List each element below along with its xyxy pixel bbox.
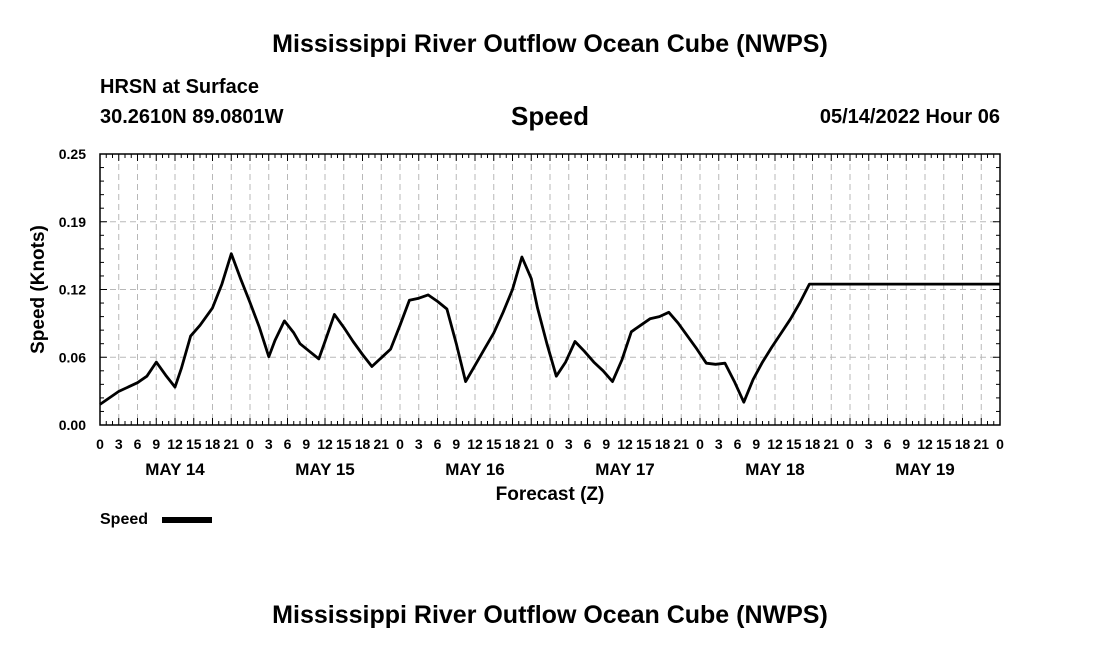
x-tick-label: 6 [884,436,892,452]
forecast-datetime: 05/14/2022 Hour 06 [819,106,1000,128]
y-tick-label: 0.06 [59,349,86,365]
day-label: MAY 14 [145,460,205,479]
y-tick-label: 0.00 [59,417,86,433]
x-tick-label: 9 [452,436,460,452]
x-tick-label: 18 [355,436,371,452]
legend-label: Speed [100,511,148,528]
x-tick-label: 9 [602,436,610,452]
x-tick-label: 15 [786,436,802,452]
y-tick-label: 0.25 [59,146,86,162]
x-tick-label: 6 [284,436,292,452]
day-label: MAY 18 [745,460,805,479]
x-tick-label: 18 [955,436,971,452]
x-tick-label: 15 [486,436,502,452]
x-tick-label: 21 [223,436,239,452]
y-tick-label: 0.12 [59,282,86,298]
x-tick-label: 18 [205,436,221,452]
x-tick-label: 3 [565,436,573,452]
x-tick-label: 0 [846,436,854,452]
x-tick-label: 12 [767,436,783,452]
x-tick-label: 9 [302,436,310,452]
x-tick-label: 21 [823,436,839,452]
chart-title: Mississippi River Outflow Ocean Cube (NW… [272,30,828,58]
x-tick-label: 9 [152,436,160,452]
station-coordinates: 30.2610N 89.0801W [100,106,284,128]
x-tick-label: 0 [996,436,1004,452]
x-tick-label: 15 [936,436,952,452]
station-label: HRSN at Surface [100,76,259,98]
x-tick-label: 18 [505,436,521,452]
x-tick-label: 12 [317,436,333,452]
x-tick-label: 6 [584,436,592,452]
x-tick-label: 21 [373,436,389,452]
x-tick-label: 3 [865,436,873,452]
x-tick-label: 6 [734,436,742,452]
x-tick-label: 18 [805,436,821,452]
x-tick-label: 3 [715,436,723,452]
x-tick-label: 12 [917,436,933,452]
x-tick-label: 0 [546,436,554,452]
x-tick-label: 9 [902,436,910,452]
x-tick-label: 0 [246,436,254,452]
day-label: MAY 19 [895,460,955,479]
x-tick-label: 12 [617,436,633,452]
day-label: MAY 16 [445,460,505,479]
footer-title: Mississippi River Outflow Ocean Cube (NW… [272,601,828,629]
day-label: MAY 15 [295,460,355,479]
x-tick-label: 3 [265,436,273,452]
y-tick-label: 0.19 [59,214,86,230]
x-tick-label: 6 [134,436,142,452]
x-tick-label: 12 [467,436,483,452]
x-tick-label: 21 [523,436,539,452]
day-label: MAY 17 [595,460,655,479]
x-tick-label: 18 [655,436,671,452]
x-tick-label: 15 [336,436,352,452]
x-tick-label: 0 [396,436,404,452]
y-axis-label: Speed (Knots) [28,225,49,354]
x-tick-label: 15 [636,436,652,452]
x-tick-label: 0 [696,436,704,452]
x-tick-label: 12 [167,436,183,452]
x-tick-label: 9 [752,436,760,452]
x-tick-label: 3 [415,436,423,452]
x-tick-label: 21 [673,436,689,452]
x-tick-label: 6 [434,436,442,452]
x-tick-label: 15 [186,436,202,452]
x-axis-label: Forecast (Z) [496,484,605,505]
x-tick-label: 3 [115,436,123,452]
x-tick-label: 21 [973,436,989,452]
variable-title: Speed [510,101,590,131]
x-tick-label: 0 [96,436,104,452]
series-line-speed [99,252,1000,406]
